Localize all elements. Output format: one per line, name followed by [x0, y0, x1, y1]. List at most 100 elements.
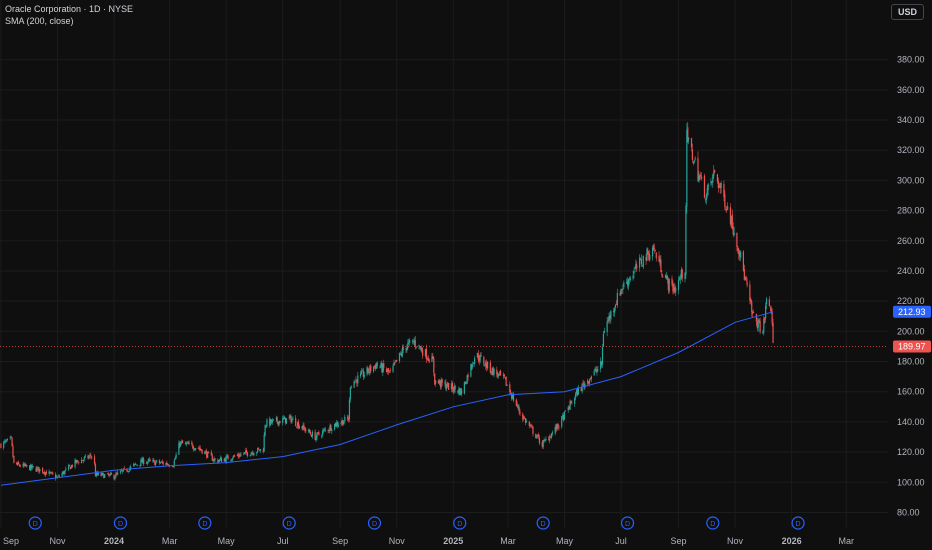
- candle: [344, 414, 346, 423]
- candle: [594, 367, 596, 372]
- y-tick-label: 320.00: [897, 145, 925, 155]
- dividend-marker[interactable]: D: [28, 516, 42, 530]
- candle: [297, 419, 300, 430]
- candle: [270, 419, 273, 424]
- candle: [502, 372, 504, 380]
- candle: [194, 447, 197, 451]
- price-labels: 212.93 189.97: [893, 305, 931, 353]
- candle: [463, 381, 465, 395]
- candle: [517, 404, 519, 410]
- candle: [141, 457, 143, 463]
- candle: [759, 317, 761, 335]
- dividend-marker[interactable]: D: [367, 516, 382, 530]
- candle: [558, 424, 560, 431]
- candle: [145, 461, 148, 465]
- currency-button[interactable]: USD: [890, 4, 924, 20]
- candle: [768, 296, 770, 307]
- candle: [311, 430, 313, 439]
- candle: [392, 363, 394, 374]
- candle: [752, 310, 754, 318]
- candle: [394, 361, 396, 366]
- price-axis[interactable]: 80.00 100.00 120.00 140.00 160.00 180.00 200.0…: [897, 55, 925, 518]
- candle: [362, 367, 364, 381]
- candle: [771, 308, 773, 327]
- candle: [354, 380, 356, 384]
- candle: [206, 448, 208, 460]
- candle: [63, 470, 65, 475]
- candle: [263, 432, 265, 452]
- candle: [413, 337, 415, 347]
- candle: [270, 418, 272, 427]
- dividend-marker[interactable]: D: [198, 516, 212, 530]
- candle: [426, 356, 428, 361]
- candle: [619, 290, 621, 297]
- candle: [726, 205, 728, 214]
- dividend-marker[interactable]: D: [791, 516, 805, 530]
- candle: [167, 463, 169, 466]
- candle: [473, 361, 475, 365]
- candle: [440, 377, 442, 390]
- candle: [323, 427, 326, 432]
- x-tick-label: Mar: [839, 536, 855, 546]
- candle: [252, 451, 254, 457]
- candle: [9, 435, 11, 440]
- candle: [742, 249, 744, 272]
- candle: [608, 312, 610, 325]
- dividend-marker[interactable]: D: [620, 516, 635, 530]
- candle: [38, 467, 40, 474]
- candle: [694, 156, 696, 161]
- dividend-marker[interactable]: D: [536, 516, 550, 530]
- candle: [632, 270, 634, 281]
- candle: [340, 420, 342, 426]
- dividend-marker[interactable]: D: [113, 516, 128, 530]
- candle: [681, 268, 683, 282]
- candle: [88, 454, 90, 460]
- candle: [580, 387, 582, 391]
- candle: [609, 311, 611, 323]
- candle: [691, 143, 694, 163]
- candle: [711, 181, 713, 186]
- candle: [746, 277, 748, 288]
- sma-indicator-legend[interactable]: SMA (200, close): [5, 16, 74, 26]
- candle: [692, 161, 694, 166]
- y-tick-label: 120.00: [897, 447, 925, 457]
- time-axis[interactable]: Sep Nov 2024 Mar May Jul Sep Nov 2025 Mar May Jul Se…: [3, 536, 854, 546]
- candle: [283, 415, 285, 421]
- candle: [445, 379, 447, 391]
- x-tick-label: Sep: [3, 536, 19, 546]
- candle: [717, 177, 719, 193]
- dividend-marker[interactable]: D: [706, 516, 720, 530]
- candle: [523, 415, 525, 421]
- candle: [277, 421, 279, 427]
- candle: [301, 425, 303, 431]
- candle: [375, 362, 377, 369]
- candle: [253, 452, 255, 456]
- candle: [452, 387, 454, 395]
- candle: [738, 247, 740, 260]
- dividend-marker[interactable]: D: [282, 516, 296, 530]
- candle: [393, 359, 395, 367]
- candle: [665, 271, 668, 280]
- candle: [180, 441, 182, 448]
- candle: [101, 472, 103, 477]
- x-tick-label: May: [218, 536, 236, 546]
- candle: [664, 273, 667, 279]
- candle: [425, 344, 427, 364]
- candle: [679, 274, 681, 284]
- candle: [542, 439, 544, 449]
- candle: [645, 253, 647, 266]
- x-tick-label: Jul: [277, 536, 289, 546]
- candle: [82, 459, 85, 464]
- candle: [642, 255, 644, 270]
- dividend-marker[interactable]: D: [453, 516, 467, 530]
- candle: [153, 458, 155, 463]
- candle: [629, 276, 631, 282]
- candle: [764, 317, 766, 324]
- x-tick-label: 2025: [443, 536, 463, 546]
- candle: [83, 456, 85, 462]
- candle: [522, 412, 524, 423]
- candle: [244, 451, 246, 455]
- candle: [446, 384, 448, 392]
- candle: [231, 458, 233, 462]
